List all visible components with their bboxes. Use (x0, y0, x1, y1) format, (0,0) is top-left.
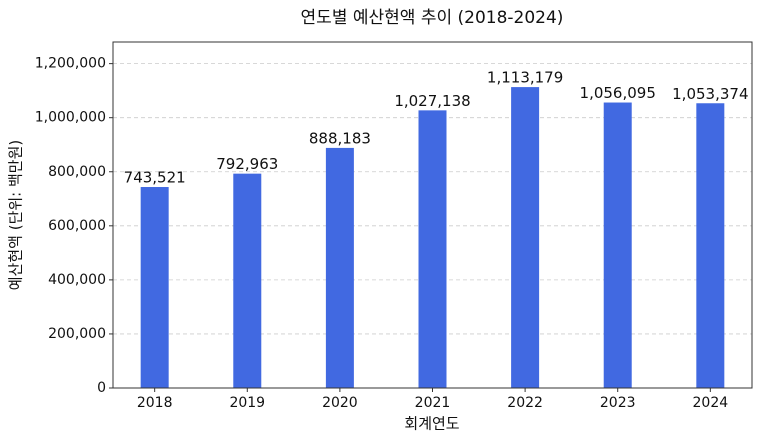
x-tick-label: 2023 (600, 395, 636, 411)
x-tick-label: 2022 (507, 395, 543, 411)
value-label: 743,521 (124, 169, 186, 187)
value-label: 888,183 (309, 129, 371, 147)
value-label: 1,113,179 (487, 69, 563, 87)
bar (603, 102, 632, 388)
y-tick-label: 400,000 (48, 272, 106, 288)
value-label: 1,053,374 (672, 85, 748, 103)
y-tick-label: 800,000 (48, 164, 106, 180)
bar (140, 187, 169, 388)
chart-title: 연도별 예산현액 추이 (2018-2024) (301, 8, 564, 28)
value-label: 1,056,095 (580, 84, 656, 102)
bar (325, 147, 354, 388)
plot-frame (112, 41, 753, 389)
x-tick-label: 2018 (137, 395, 173, 411)
value-label: 792,963 (216, 155, 278, 173)
y-tick-label: 1,200,000 (35, 56, 106, 72)
bar (696, 103, 725, 389)
y-tick-label: 0 (97, 380, 106, 396)
y-tick-label: 200,000 (48, 326, 106, 342)
bar (511, 87, 540, 388)
y-axis-label: 예산현액 (단위: 백만원) (7, 140, 25, 291)
y-tick-label: 600,000 (48, 218, 106, 234)
x-tick-label: 2024 (693, 395, 729, 411)
x-axis-label: 회계연도 (404, 415, 459, 433)
y-tick-label: 1,000,000 (35, 110, 106, 126)
value-label: 1,027,138 (394, 92, 470, 110)
x-tick-label: 2020 (322, 395, 358, 411)
bar (418, 110, 447, 389)
x-tick-label: 2021 (415, 395, 451, 411)
x-tick-label: 2019 (229, 395, 265, 411)
bar (233, 173, 262, 388)
